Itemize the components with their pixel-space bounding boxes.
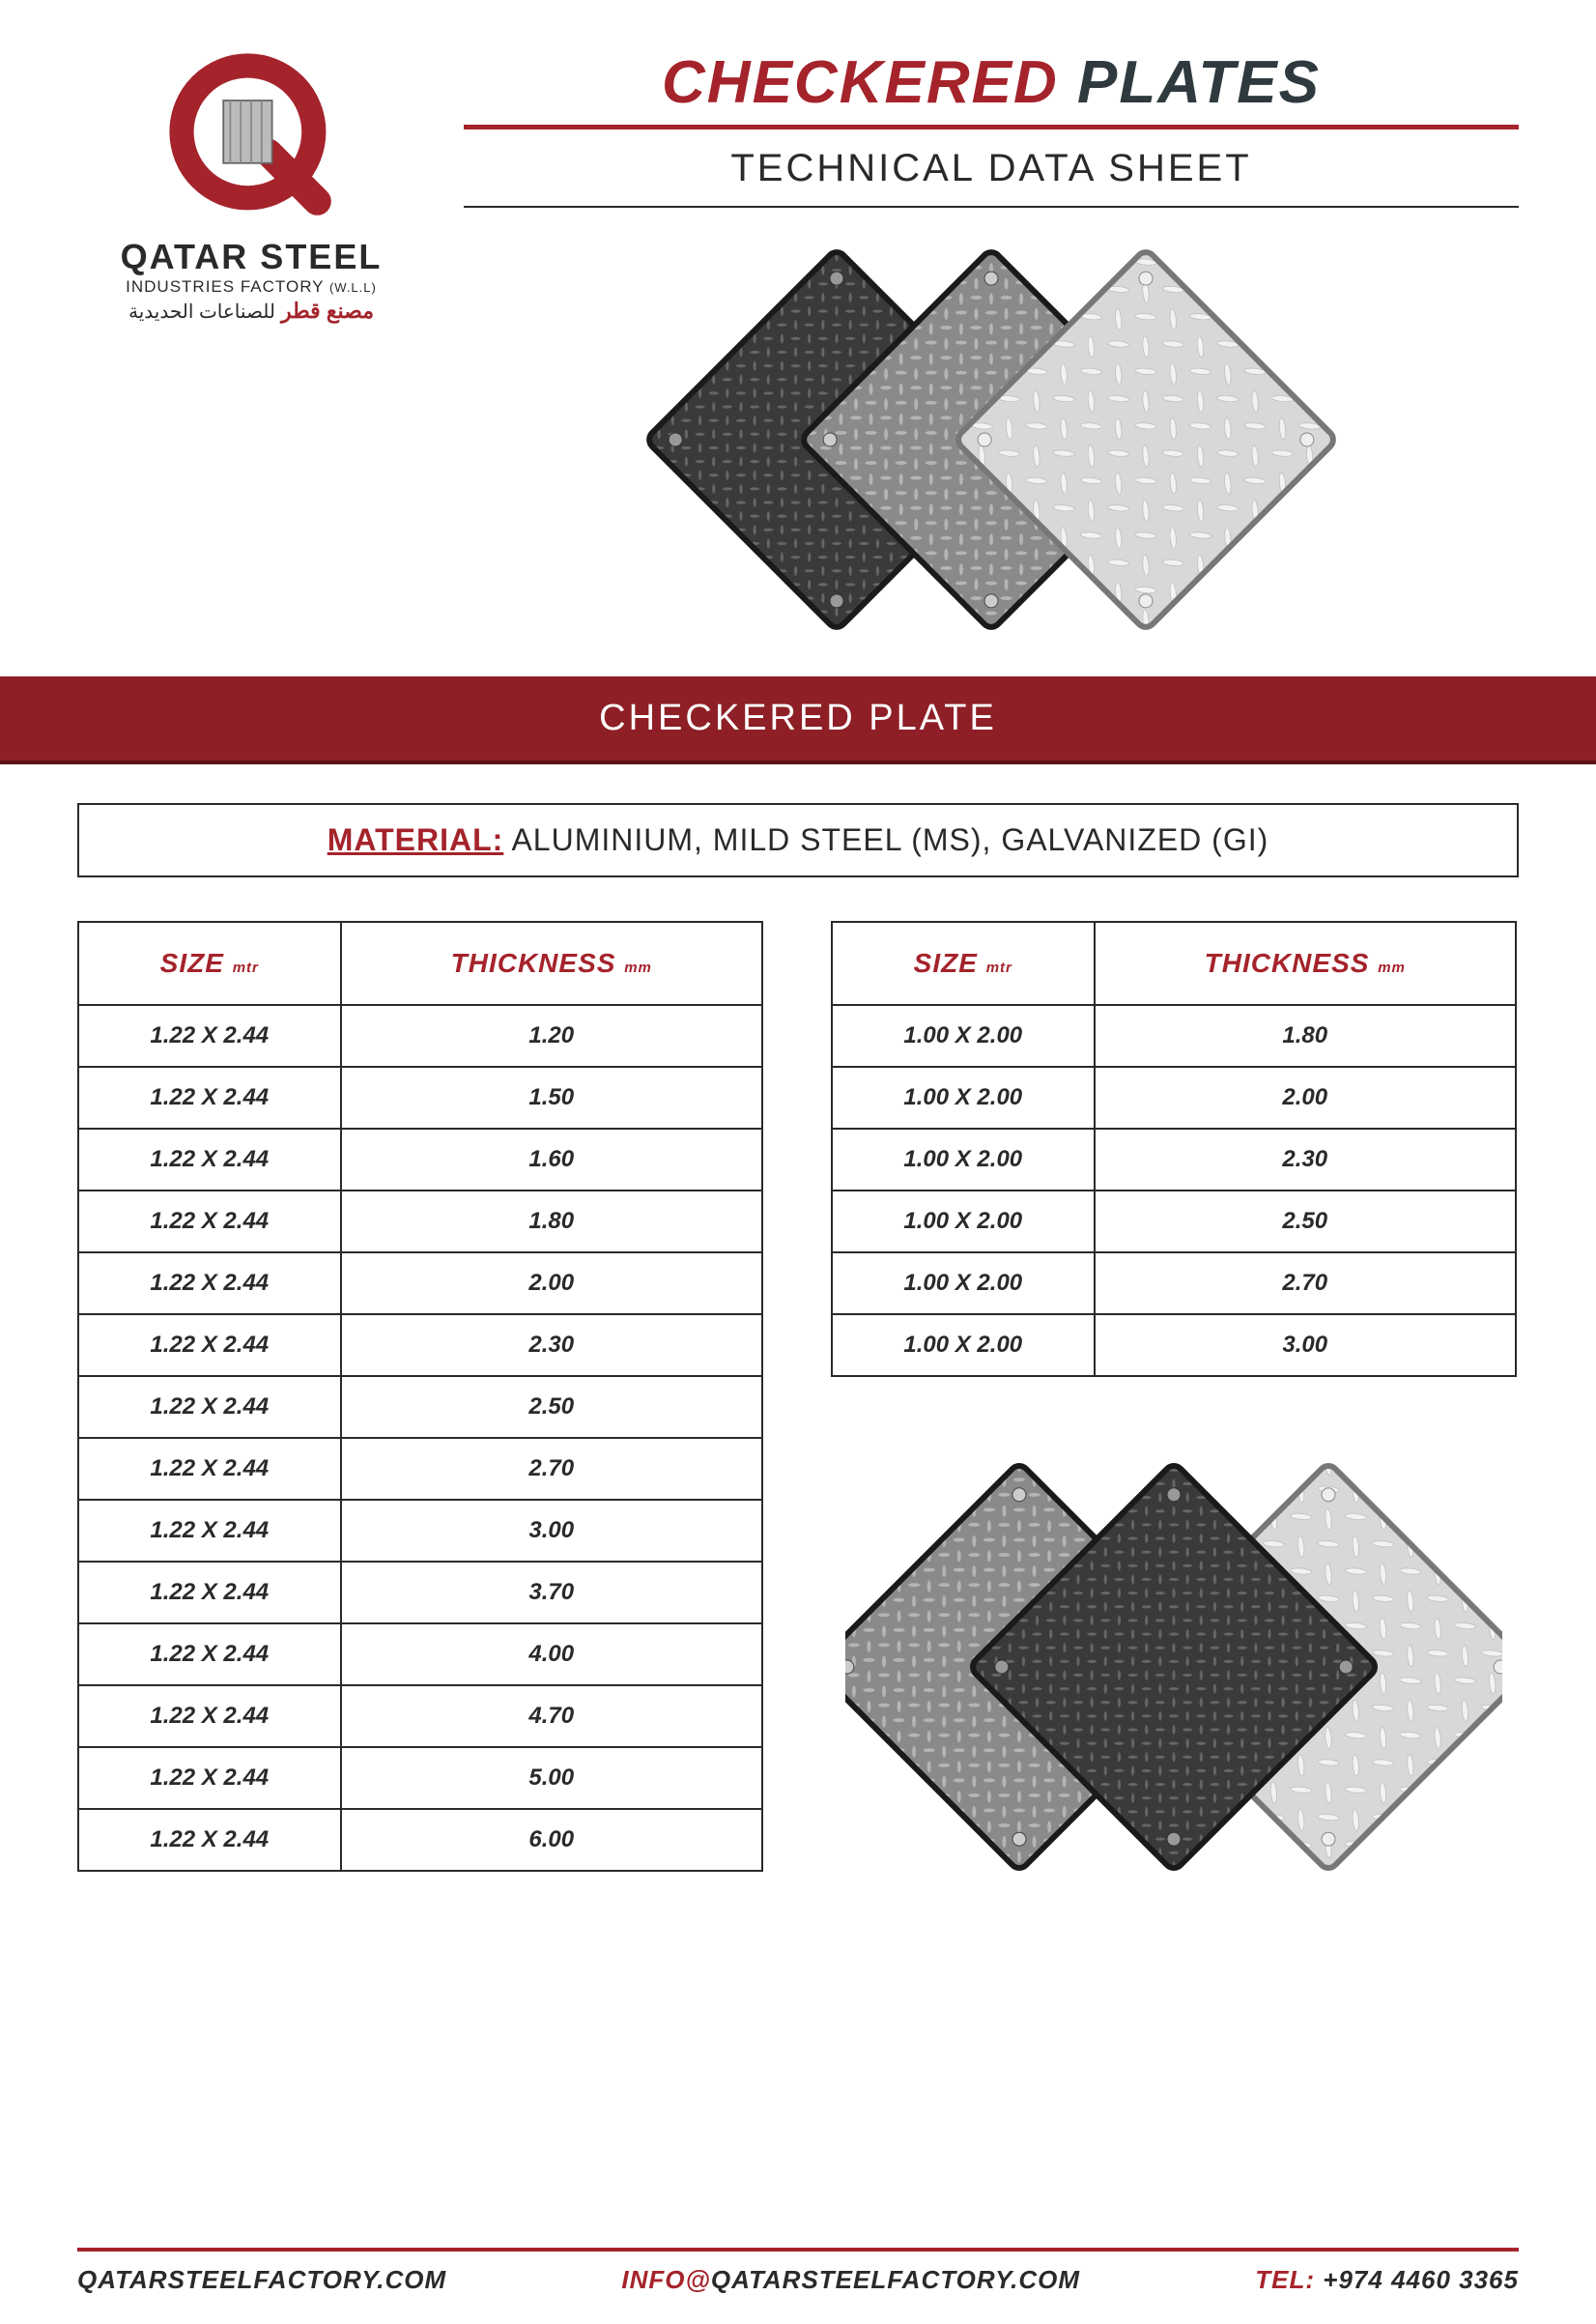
- logo-q-icon: [164, 48, 338, 222]
- cell-thickness: 5.00: [341, 1747, 762, 1809]
- cell-size: 1.00 X 2.00: [832, 1252, 1095, 1314]
- table-row: 1.22 X 2.441.20: [78, 1005, 762, 1067]
- col-size-header: SIZE mtr: [832, 922, 1095, 1005]
- cell-size: 1.00 X 2.00: [832, 1129, 1095, 1191]
- material-info-box: MATERIAL: ALUMINIUM, MILD STEEL (MS), GA…: [77, 803, 1519, 877]
- cell-thickness: 1.80: [341, 1191, 762, 1252]
- table-row: 1.22 X 2.442.70: [78, 1438, 762, 1500]
- table-row: 1.22 X 2.444.70: [78, 1685, 762, 1747]
- cell-thickness: 3.00: [341, 1500, 762, 1562]
- cell-thickness: 1.20: [341, 1005, 762, 1067]
- table-row: 1.22 X 2.441.80: [78, 1191, 762, 1252]
- cell-thickness: 2.30: [341, 1314, 762, 1376]
- table-row: 1.22 X 2.442.50: [78, 1376, 762, 1438]
- cell-size: 1.22 X 2.44: [78, 1191, 341, 1252]
- logo-company-subtitle: INDUSTRIES FACTORY (W.L.L): [77, 277, 425, 297]
- col-thickness-header: THICKNESS mm: [1095, 922, 1516, 1005]
- cell-size: 1.22 X 2.44: [78, 1438, 341, 1500]
- table-row: 1.22 X 2.441.50: [78, 1067, 762, 1129]
- cell-size: 1.00 X 2.00: [832, 1191, 1095, 1252]
- table-row: 1.22 X 2.442.30: [78, 1314, 762, 1376]
- cell-size: 1.22 X 2.44: [78, 1129, 341, 1191]
- cell-size: 1.22 X 2.44: [78, 1067, 341, 1129]
- footer-phone: TEL: +974 4460 3365: [1255, 2265, 1519, 2295]
- cell-size: 1.22 X 2.44: [78, 1005, 341, 1067]
- table-row: 1.00 X 2.002.70: [832, 1252, 1516, 1314]
- cell-thickness: 2.00: [1095, 1067, 1516, 1129]
- cell-thickness: 3.00: [1095, 1314, 1516, 1376]
- table-row: 1.22 X 2.443.00: [78, 1500, 762, 1562]
- cell-thickness: 2.50: [1095, 1191, 1516, 1252]
- table-row: 1.00 X 2.002.00: [832, 1067, 1516, 1129]
- footer-email: INFO@QATARSTEELFACTORY.COM: [621, 2265, 1080, 2295]
- section-heading-bar: CHECKERED PLATE: [0, 676, 1596, 764]
- cell-size: 1.00 X 2.00: [832, 1067, 1095, 1129]
- cell-size: 1.22 X 2.44: [78, 1314, 341, 1376]
- page-subtitle: TECHNICAL DATA SHEET: [464, 147, 1519, 190]
- table-row: 1.22 X 2.441.60: [78, 1129, 762, 1191]
- cell-thickness: 3.70: [341, 1562, 762, 1623]
- cell-thickness: 1.50: [341, 1067, 762, 1129]
- table-row: 1.00 X 2.003.00: [832, 1314, 1516, 1376]
- cell-size: 1.22 X 2.44: [78, 1252, 341, 1314]
- logo-arabic: مصنع قطر للصناعات الحديدية: [77, 299, 425, 324]
- col-thickness-header: THICKNESS mm: [341, 922, 762, 1005]
- page-title-block: CHECKERED PLATES TECHNICAL DATA SHEET: [464, 48, 1519, 647]
- table-row: 1.22 X 2.443.70: [78, 1562, 762, 1623]
- hero-plate-graphic: [464, 237, 1519, 647]
- table-row: 1.00 X 2.002.50: [832, 1191, 1516, 1252]
- cell-thickness: 2.30: [1095, 1129, 1516, 1191]
- cell-size: 1.22 X 2.44: [78, 1685, 341, 1747]
- size-thickness-table-right: SIZE mtr THICKNESS mm 1.00 X 2.001.801.0…: [831, 921, 1517, 1377]
- page-footer: QATARSTEELFACTORY.COM INFO@QATARSTEELFAC…: [77, 2248, 1519, 2295]
- material-label: MATERIAL:: [328, 822, 504, 857]
- table-row: 1.22 X 2.445.00: [78, 1747, 762, 1809]
- cell-thickness: 2.00: [341, 1252, 762, 1314]
- cell-size: 1.22 X 2.44: [78, 1623, 341, 1685]
- cell-size: 1.22 X 2.44: [78, 1562, 341, 1623]
- cell-thickness: 4.70: [341, 1685, 762, 1747]
- footer-website: QATARSTEELFACTORY.COM: [77, 2265, 446, 2295]
- table-row: 1.00 X 2.002.30: [832, 1129, 1516, 1191]
- material-value: ALUMINIUM, MILD STEEL (MS), GALVANIZED (…: [511, 822, 1268, 857]
- cell-thickness: 2.70: [1095, 1252, 1516, 1314]
- lower-plate-graphic: [831, 1435, 1517, 1904]
- cell-size: 1.22 X 2.44: [78, 1809, 341, 1871]
- page-title: CHECKERED PLATES: [464, 48, 1519, 117]
- cell-thickness: 4.00: [341, 1623, 762, 1685]
- table-row: 1.00 X 2.001.80: [832, 1005, 1516, 1067]
- cell-size: 1.22 X 2.44: [78, 1747, 341, 1809]
- cell-thickness: 1.60: [341, 1129, 762, 1191]
- cell-size: 1.00 X 2.00: [832, 1005, 1095, 1067]
- table-row: 1.22 X 2.446.00: [78, 1809, 762, 1871]
- cell-size: 1.00 X 2.00: [832, 1314, 1095, 1376]
- table-row: 1.22 X 2.442.00: [78, 1252, 762, 1314]
- table-row: 1.22 X 2.444.00: [78, 1623, 762, 1685]
- col-size-header: SIZE mtr: [78, 922, 341, 1005]
- company-logo-block: QATAR STEEL INDUSTRIES FACTORY (W.L.L) م…: [77, 48, 425, 647]
- cell-thickness: 2.70: [341, 1438, 762, 1500]
- logo-company-name: QATAR STEEL: [77, 237, 425, 277]
- cell-thickness: 6.00: [341, 1809, 762, 1871]
- cell-size: 1.22 X 2.44: [78, 1500, 341, 1562]
- size-thickness-table-left: SIZE mtr THICKNESS mm 1.22 X 2.441.201.2…: [77, 921, 763, 1872]
- title-divider: [464, 125, 1519, 129]
- cell-size: 1.22 X 2.44: [78, 1376, 341, 1438]
- cell-thickness: 2.50: [341, 1376, 762, 1438]
- cell-thickness: 1.80: [1095, 1005, 1516, 1067]
